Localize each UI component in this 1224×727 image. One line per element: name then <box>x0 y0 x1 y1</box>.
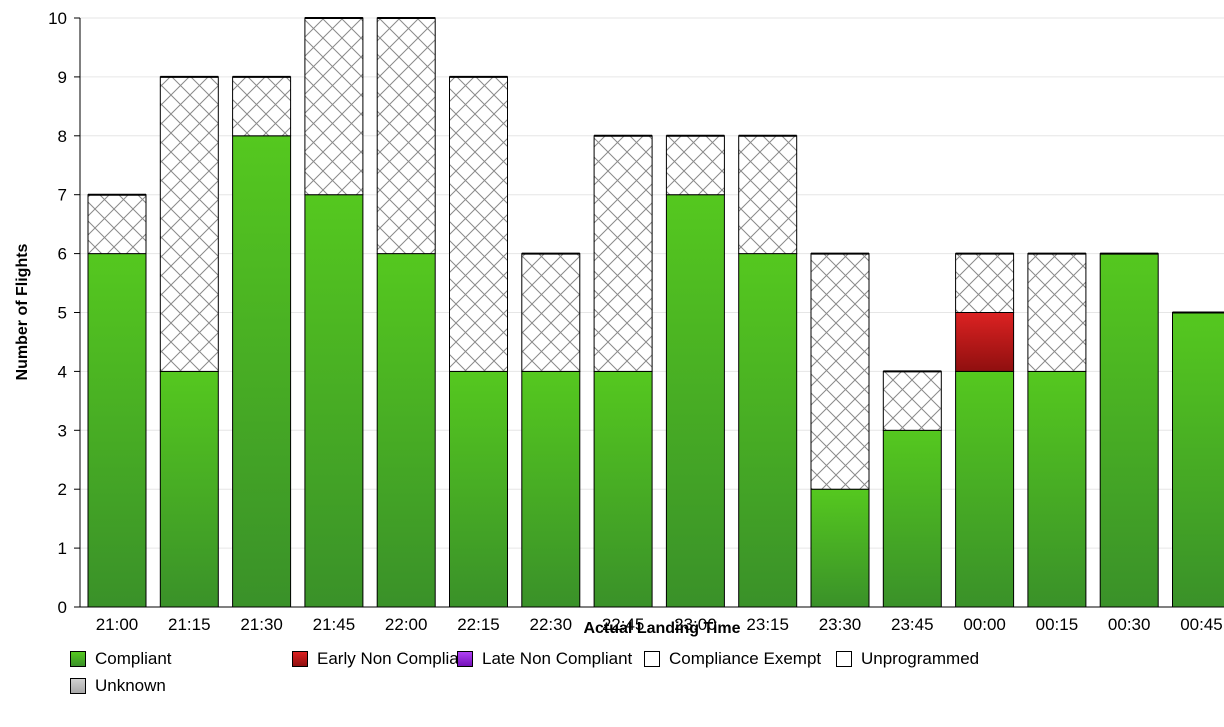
bar-unprogrammed-23-45 <box>882 370 942 431</box>
chart-legend: Compliant Early Non Compliant Late Non Com… <box>70 648 1220 724</box>
x-tick-label: 21:30 <box>240 615 283 634</box>
y-tick-label: 5 <box>58 304 67 323</box>
bar-unprogrammed-22-45 <box>593 135 653 372</box>
bar-compliant-21-00 <box>87 253 147 608</box>
bar-compliant-23-00 <box>665 194 725 608</box>
legend-item-compliant: Compliant <box>70 648 172 670</box>
legend-item-unprogrammed: Unprogrammed <box>836 648 979 670</box>
legend-label: Unknown <box>95 676 166 695</box>
bar-compliant-00-45 <box>1172 312 1224 608</box>
bar-unprogrammed-21-00 <box>87 194 147 255</box>
bar-unprogrammed-21-30 <box>232 76 292 137</box>
x-tick-label: 00:00 <box>963 615 1006 634</box>
legend-label: Late Non Compliant <box>482 649 633 668</box>
legend-swatch <box>70 651 86 667</box>
bar-compliant-22-00 <box>376 253 436 608</box>
x-tick-label: 22:15 <box>457 615 500 634</box>
bar-compliant-23-45 <box>882 429 942 608</box>
bar-early-non-compliant-00-00 <box>955 312 1015 372</box>
bar-compliant-22-15 <box>449 370 508 608</box>
bar-unprogrammed-22-00 <box>376 17 436 255</box>
x-tick-label: 21:15 <box>168 615 211 634</box>
bar-unprogrammed-22-15 <box>449 76 508 372</box>
x-axis-title: Actual Landing Time <box>583 620 740 637</box>
bar-unprogrammed-22-30 <box>521 253 581 372</box>
bar-unprogrammed-21-15 <box>159 76 219 372</box>
axes: 0 1 2 3 4 5 6 7 8 9 10 21:00 21:15 21:30 21:45 22:00 22:… <box>48 9 1224 634</box>
y-tick-label: 10 <box>48 9 67 28</box>
bar-unprogrammed-23-15 <box>738 135 798 255</box>
legend-label: Compliance Exempt <box>669 649 822 668</box>
bar-compliant-23-15 <box>738 253 798 608</box>
bar-compliant-22-30 <box>521 370 581 608</box>
axis-labels: Actual Landing Time Number of Flights <box>14 243 741 637</box>
y-tick-label: 9 <box>58 68 67 87</box>
y-tick-label: 6 <box>58 245 67 264</box>
x-tick-label: 00:15 <box>1036 615 1079 634</box>
y-tick-label: 0 <box>58 598 67 617</box>
y-tick-label: 1 <box>58 539 67 558</box>
x-tick-label: 21:00 <box>96 615 139 634</box>
bar-compliant-23-30 <box>810 488 870 608</box>
stacked-bar-chart: 0 1 2 3 4 5 6 7 8 9 10 21:00 21:15 21:30 21:45 22:00 22:… <box>14 9 1224 637</box>
bar-compliant-21-30 <box>232 135 292 608</box>
legend-swatch <box>70 678 86 694</box>
bar-compliant-22-45 <box>593 370 653 608</box>
legend-swatch <box>292 651 308 667</box>
y-tick-label: 7 <box>58 186 67 205</box>
bar-unprogrammed-23-00 <box>665 135 725 196</box>
legend-label: Unprogrammed <box>861 649 980 668</box>
x-tick-label: 21:45 <box>313 615 356 634</box>
y-tick-label: 3 <box>58 421 67 440</box>
x-tick-label: 00:30 <box>1108 615 1151 634</box>
legend-label: Compliant <box>95 649 172 668</box>
bar-unprogrammed-00-00 <box>955 253 1015 314</box>
legend-item-early-non-compliant: Early Non Compliant <box>292 648 473 670</box>
x-tick-label: 23:15 <box>746 615 789 634</box>
bar-compliant-21-15 <box>159 370 219 608</box>
bar-compliant-00-00 <box>955 370 1015 608</box>
legend-item-unknown: Unknown <box>70 675 166 697</box>
legend-swatch <box>457 651 473 667</box>
x-tick-label: 23:45 <box>891 615 934 634</box>
legend-swatch <box>644 651 660 667</box>
legend-swatch <box>836 651 852 667</box>
y-tick-label: 8 <box>58 127 67 146</box>
bar-unprogrammed-23-30 <box>810 253 870 490</box>
bar-compliant-00-15 <box>1027 370 1087 608</box>
y-axis-title: Number of Flights <box>14 243 31 380</box>
y-tick-label: 4 <box>58 362 67 381</box>
legend-label: Early Non Compliant <box>317 649 473 668</box>
x-tick-label: 23:00 <box>674 615 717 634</box>
bar-compliant-00-30 <box>1099 253 1159 608</box>
x-tick-label: 22:30 <box>530 615 573 634</box>
bars <box>87 17 1224 608</box>
bar-unprogrammed-00-15 <box>1027 253 1087 372</box>
x-tick-label: 22:45 <box>602 615 645 634</box>
bar-unprogrammed-21-45 <box>304 17 364 196</box>
x-tick-label: 00:45 <box>1180 615 1223 634</box>
y-tick-label: 2 <box>58 480 67 499</box>
legend-item-late-non-compliant: Late Non Compliant <box>457 648 632 670</box>
legend-item-compliance-exempt: Compliance Exempt <box>644 648 821 670</box>
bar-compliant-21-45 <box>304 194 364 608</box>
x-tick-label: 22:00 <box>385 615 428 634</box>
x-tick-label: 23:30 <box>819 615 862 634</box>
